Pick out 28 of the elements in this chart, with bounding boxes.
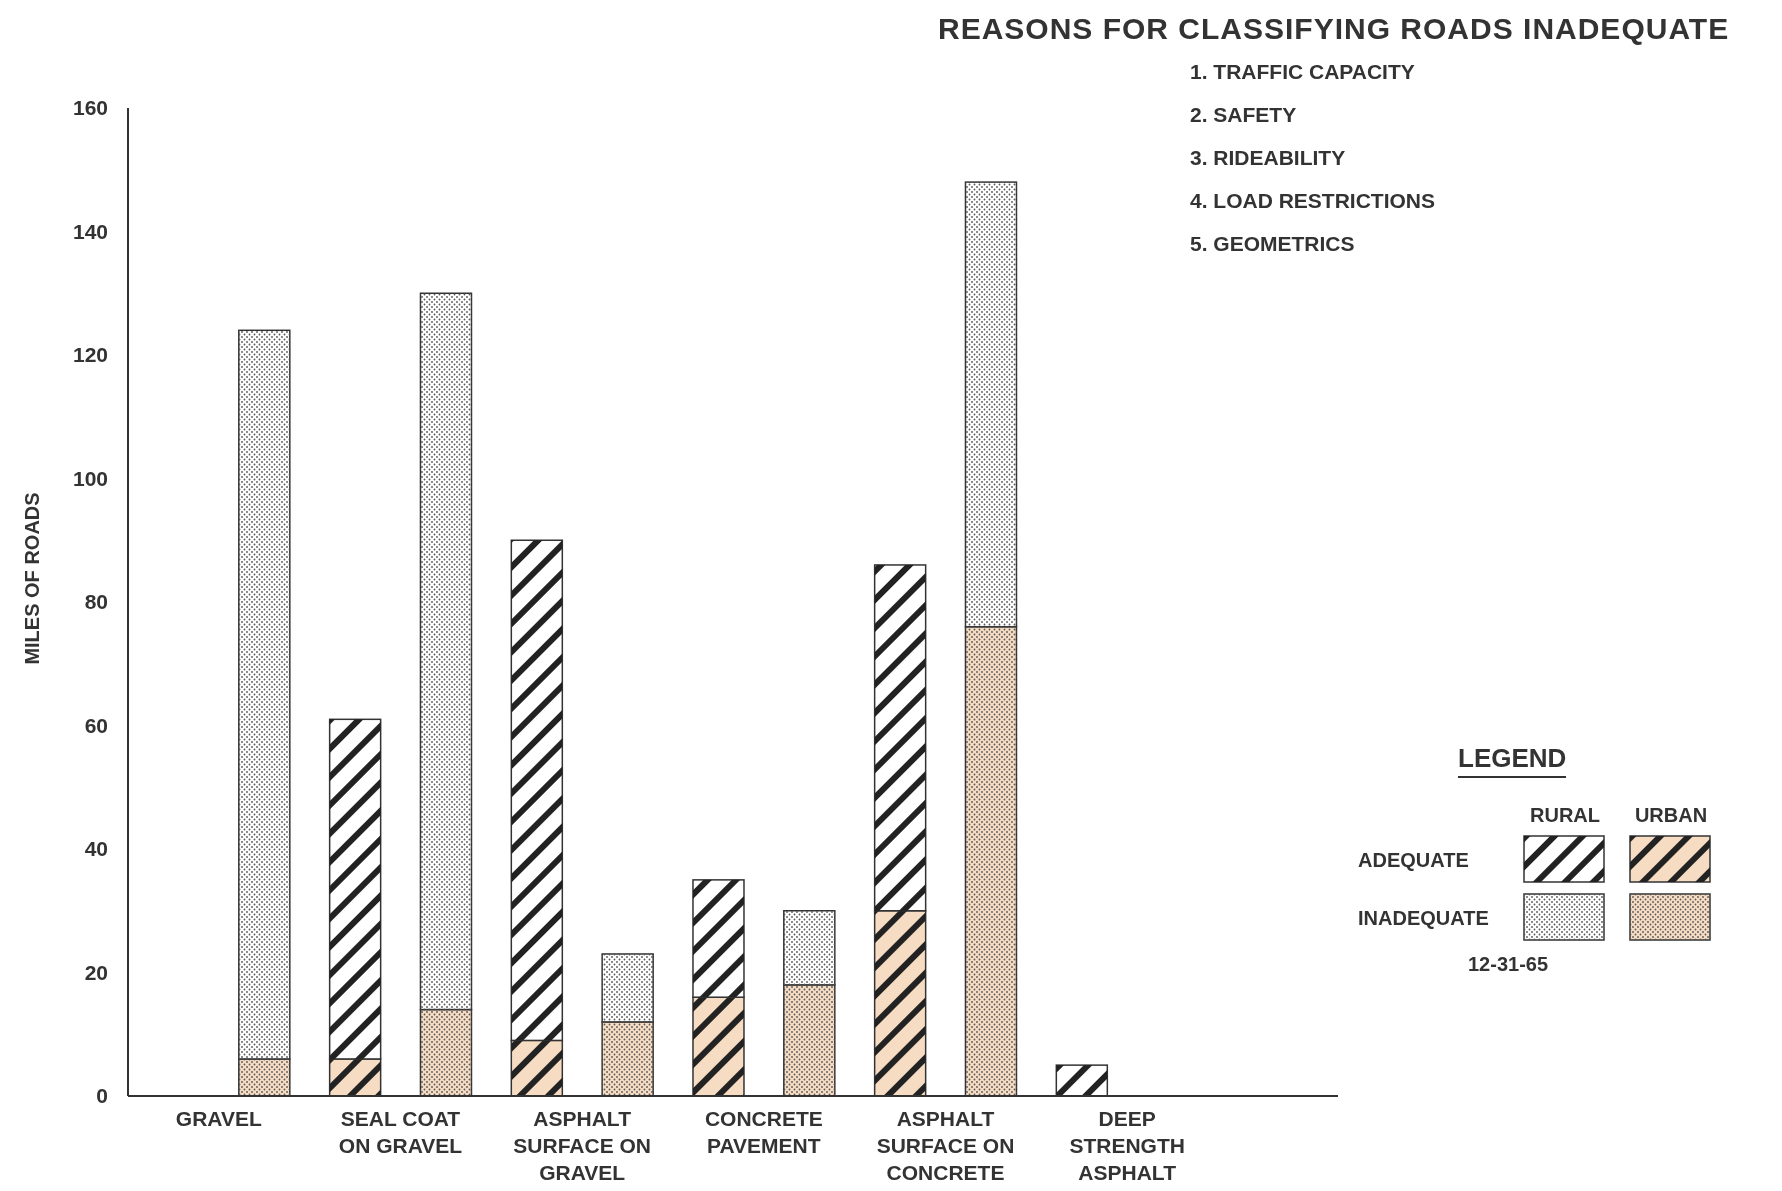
y-tick-label: 80	[84, 590, 108, 614]
annotation: 2. SAFETY	[1190, 103, 1298, 128]
x-tick-label: ASPHALT SURFACE ON GRAVEL	[513, 1107, 652, 1184]
text: RURAL	[1529, 804, 1601, 827]
annotation: 5. GEOMETRICS	[1190, 232, 1356, 257]
y-tick-label: 40	[84, 837, 108, 861]
y-axis-title: MILES OF ROADS	[20, 491, 44, 665]
y-tick-label: 100	[72, 466, 108, 490]
x-tick-label: ASPHALT SURFACE ON CONCRETE	[876, 1107, 1015, 1184]
text: INADEQUATE	[1357, 906, 1490, 930]
annotation: 4. LOAD RESTRICTIONS	[1190, 189, 1436, 214]
chart-title: REASONS FOR CLASSIFYING ROADS INADEQUATE	[938, 12, 1730, 45]
y-tick-label: 160	[72, 96, 108, 120]
legend-title: LEGEND	[1458, 743, 1567, 778]
y-tick-label: 140	[72, 219, 108, 243]
y-tick-label: 120	[72, 343, 108, 367]
y-tick-label: 60	[84, 713, 108, 737]
x-tick-label: CONCRETE PAVEMENT	[704, 1107, 823, 1157]
annotation: 3. RIDEABILITY	[1190, 146, 1347, 171]
y-tick-label: 20	[84, 960, 108, 984]
x-tick-label: SEAL COAT ON GRAVEL	[338, 1107, 463, 1157]
text: URBAN	[1633, 804, 1709, 827]
text: 1. TRAFFIC CAPACITY	[1190, 60, 1416, 85]
text: 12-31-65	[1468, 953, 1550, 976]
y-tick-label: 0	[96, 1084, 108, 1108]
x-tick-label: GRAVEL	[175, 1107, 262, 1130]
text: ADEQUATE	[1357, 848, 1470, 872]
x-tick-label: DEEP STRENGTH ASPHALT	[1069, 1107, 1185, 1184]
